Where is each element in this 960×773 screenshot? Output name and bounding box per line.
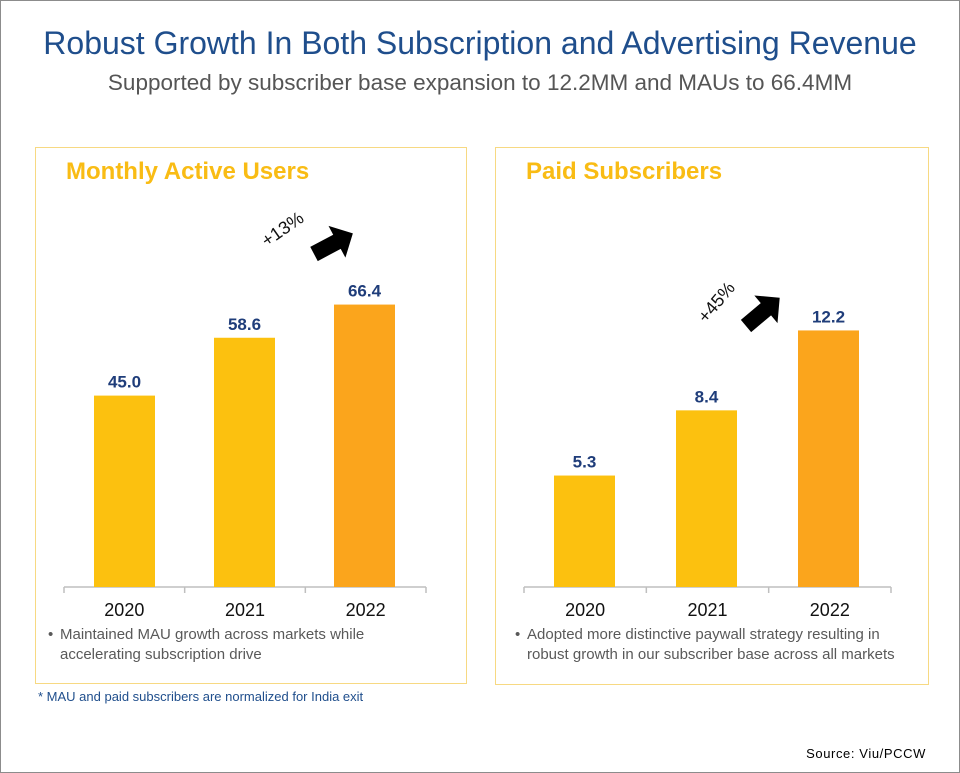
mau-bar-chart: 45.0 2020 58.6 2021 66.4 2022 +13% xyxy=(63,208,427,618)
bar-value-label: 66.4 xyxy=(348,282,382,301)
bar-2022 xyxy=(334,304,395,587)
subscribers-note: • Adopted more distinctive paywall strat… xyxy=(515,625,915,665)
growth-arrow-icon xyxy=(310,225,353,262)
bar-value-label: 12.2 xyxy=(812,307,845,326)
growth-label: +45% xyxy=(694,278,739,327)
footnote: * MAU and paid subscribers are normalize… xyxy=(38,689,364,704)
mau-note-text: Maintained MAU growth across markets whi… xyxy=(60,626,365,663)
bar-2020 xyxy=(94,395,155,587)
bar-2022 xyxy=(798,330,859,587)
bullet-icon: • xyxy=(515,626,521,643)
x-tick-label: 2020 xyxy=(104,600,144,618)
bar-value-label: 58.6 xyxy=(228,315,261,334)
subscribers-bar-chart: 5.3 2020 8.4 2021 12.2 2022 +45% xyxy=(523,278,892,618)
bar-2020 xyxy=(554,475,615,587)
subscribers-note-text: Adopted more distinctive paywall strateg… xyxy=(527,626,895,663)
mau-note: • Maintained MAU growth across markets w… xyxy=(48,625,448,665)
mau-panel-title: Monthly Active Users xyxy=(66,158,310,185)
x-tick-label: 2020 xyxy=(565,600,605,618)
x-tick-label: 2022 xyxy=(346,600,386,618)
growth-label: +13% xyxy=(258,208,308,251)
x-tick-label: 2021 xyxy=(225,600,265,618)
growth-arrow-icon xyxy=(740,295,780,333)
x-tick-label: 2021 xyxy=(687,600,727,618)
page-title: Robust Growth In Both Subscription and A… xyxy=(43,25,917,61)
bar-2021 xyxy=(214,337,275,587)
x-tick-label: 2022 xyxy=(810,600,850,618)
bar-2021 xyxy=(676,410,737,587)
subscribers-panel: Paid Subscribers 5.3 2020 8.4 2021 12.2 2022 +… xyxy=(495,147,929,685)
mau-panel: Monthly Active Users 45.0 2020 58.6 2021 66.… xyxy=(35,147,467,684)
bar-value-label: 8.4 xyxy=(695,387,719,406)
page-subtitle: Supported by subscriber base expansion t… xyxy=(107,70,853,95)
bar-value-label: 5.3 xyxy=(573,453,597,472)
subscribers-panel-title: Paid Subscribers xyxy=(526,158,723,185)
bar-value-label: 45.0 xyxy=(108,373,141,392)
source-credit: Source: Viu/PCCW xyxy=(806,746,926,761)
bullet-icon: • xyxy=(48,626,54,643)
